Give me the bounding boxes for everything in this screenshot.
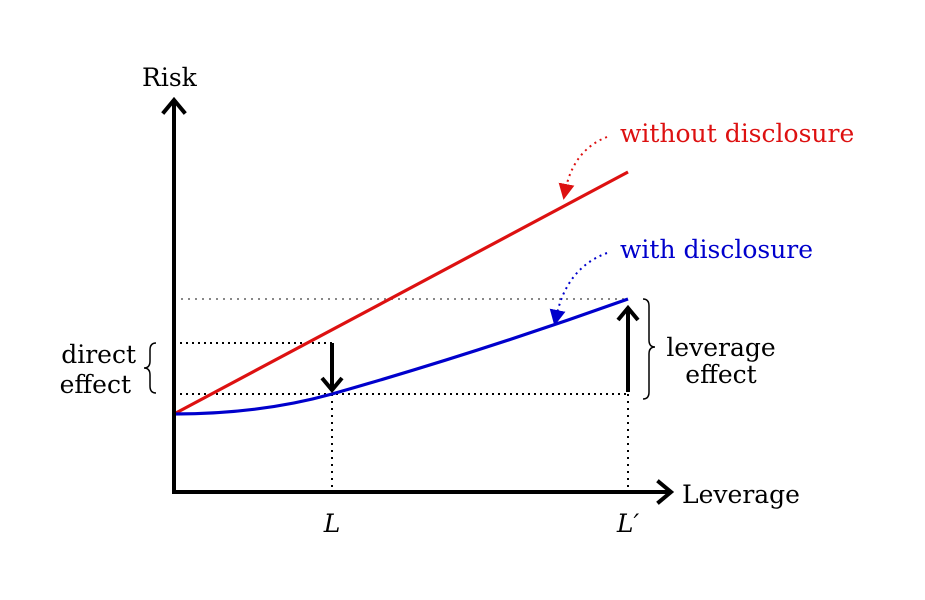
direct-effect-brace (143, 342, 157, 394)
with-disclosure-label: with disclosure (620, 235, 813, 264)
direct-effect-arrow (320, 343, 344, 394)
guide-lines (174, 298, 629, 492)
without-disclosure-label: without disclosure (620, 119, 854, 148)
x-axis-arrowhead (656, 479, 675, 505)
direct-effect-label-line2: effect (60, 370, 131, 399)
leverage-effect-label-line1: leverage (666, 333, 775, 362)
x-tick-L: L (323, 509, 341, 538)
y-axis-label: Risk (142, 63, 198, 92)
x-tick-Lprime: L′ (616, 509, 640, 538)
without-disclosure-line (173, 170, 629, 416)
leverage-effect-brace (642, 298, 656, 400)
with-disclosure-curve (173, 297, 629, 416)
axes (161, 96, 675, 505)
x-axis-label: Leverage (682, 480, 800, 509)
leverage-effect-arrow (616, 304, 640, 392)
y-axis-arrowhead (161, 96, 187, 115)
leverage-effect-label-line2: effect (685, 360, 756, 389)
without-disclosure-callout-arrow (558, 136, 608, 200)
direct-effect-label-line1: direct (61, 340, 136, 369)
